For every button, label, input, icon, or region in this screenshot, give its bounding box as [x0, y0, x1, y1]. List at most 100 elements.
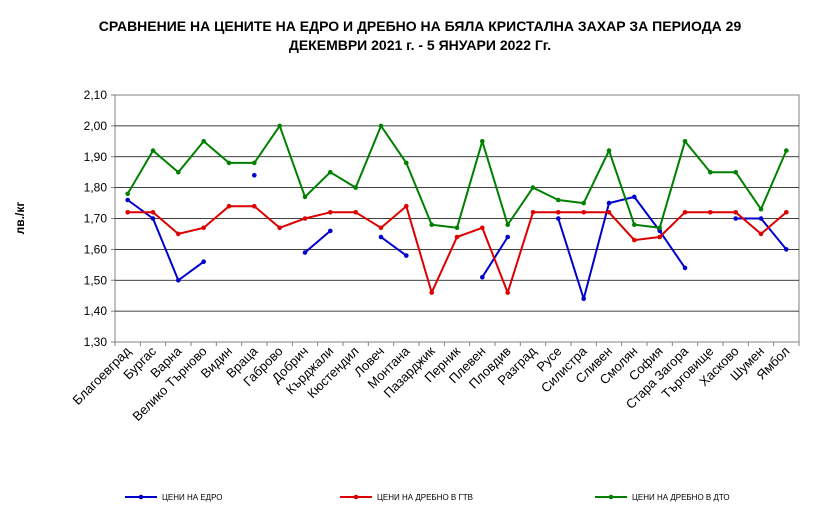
data-point — [125, 210, 130, 215]
data-point — [404, 253, 409, 258]
series-3 — [125, 123, 789, 231]
series-2 — [125, 203, 789, 295]
data-point — [758, 216, 764, 221]
y-tick-label: 1,30 — [84, 335, 108, 349]
data-point — [682, 139, 688, 144]
legend-marker — [353, 494, 359, 500]
data-point — [125, 197, 130, 203]
data-point — [302, 250, 308, 255]
data-point — [176, 231, 181, 237]
legend: ЦЕНИ НА ЕДРО ЦЕНИ НА ДРЕБНО В ГТВ ЦЕНИ НА … — [125, 493, 730, 502]
data-point — [784, 247, 789, 252]
data-point — [581, 210, 586, 215]
data-point — [404, 203, 409, 209]
series-line — [380, 236, 407, 257]
data-point — [429, 290, 435, 295]
legend-label: ЦЕНИ НА ДРЕБНО В ГТВ — [377, 493, 473, 502]
series-lines — [125, 123, 789, 302]
data-point — [505, 290, 511, 295]
data-point — [302, 194, 308, 200]
chart-title-line-1: СРАВНЕНИЕ НА ЦЕНИТЕ НА ЕДРО И ДРЕБНО НА … — [98, 18, 742, 34]
data-point — [632, 194, 637, 200]
data-point — [302, 216, 308, 221]
data-point — [226, 203, 232, 209]
data-point — [606, 148, 612, 153]
legend-marker — [608, 494, 614, 500]
data-point — [176, 278, 181, 283]
data-point — [784, 148, 789, 153]
data-point — [150, 148, 156, 153]
series-line — [127, 199, 205, 282]
data-point — [632, 222, 637, 227]
data-point — [454, 225, 460, 231]
data-point — [378, 123, 384, 129]
data-point — [581, 296, 586, 302]
data-point — [125, 191, 130, 197]
data-point — [530, 185, 536, 190]
data-point — [733, 210, 738, 215]
y-tick-label: 1,90 — [84, 150, 108, 164]
data-point — [657, 225, 662, 231]
data-point — [657, 234, 662, 240]
legend-label: ЦЕНИ НА ДРЕБНО В ДТО — [632, 493, 730, 502]
data-point — [758, 206, 764, 212]
y-axis-ticks: 1,30 1,40 1,50 1,60 1,70 1,80 1,90 2,00 2,10 — [84, 88, 115, 349]
data-point — [226, 160, 232, 166]
data-point — [201, 225, 206, 231]
data-point — [404, 160, 409, 166]
data-point — [252, 203, 257, 209]
data-point — [328, 169, 333, 175]
data-point — [201, 139, 206, 144]
y-tick-label: 1,40 — [84, 304, 108, 318]
chart-title: СРАВНЕНИЕ НА ЦЕНИТЕ НА ЕДРО И ДРЕБНО НА … — [60, 17, 780, 55]
data-point — [556, 197, 561, 203]
data-point — [556, 216, 561, 221]
data-point — [758, 231, 764, 237]
data-point — [632, 237, 637, 243]
data-point — [733, 169, 738, 175]
data-point — [480, 139, 485, 144]
data-point — [682, 210, 688, 215]
data-point — [480, 274, 485, 280]
y-axis-label: лв./кг — [13, 202, 27, 235]
legend-item: ЦЕНИ НА ДРЕБНО В ДТО — [595, 493, 730, 502]
legend-item: ЦЕНИ НА ДРЕБНО В ГТВ — [340, 493, 473, 502]
data-point — [454, 234, 460, 240]
data-point — [682, 265, 688, 271]
data-point — [606, 200, 612, 206]
data-point — [581, 200, 586, 206]
data-point — [150, 216, 156, 221]
series-line — [481, 236, 509, 278]
data-point — [556, 210, 561, 215]
data-point — [708, 210, 713, 215]
legend-marker — [138, 494, 144, 500]
data-point — [429, 222, 435, 227]
data-point — [353, 210, 359, 215]
data-point — [201, 259, 206, 265]
data-point — [708, 169, 713, 175]
y-tick-label: 2,10 — [84, 88, 108, 102]
gridlines — [115, 125, 799, 312]
data-point — [176, 169, 181, 175]
y-tick-label: 1,50 — [84, 273, 108, 287]
data-point — [252, 173, 257, 178]
data-point — [328, 228, 333, 234]
data-point — [277, 123, 283, 129]
data-point — [733, 216, 738, 221]
data-point — [606, 210, 612, 215]
y-tick-label: 1,60 — [84, 242, 108, 256]
data-point — [353, 185, 359, 190]
y-tick-label: 2,00 — [84, 119, 108, 133]
data-point — [505, 234, 511, 240]
data-point — [378, 234, 384, 240]
y-tick-label: 1,70 — [84, 212, 108, 226]
data-point — [378, 225, 384, 231]
chart-title-line-2: ДЕКЕМВРИ 2021 г. - 5 ЯНУАРИ 2022 Гг. — [288, 37, 552, 53]
y-tick-label: 1,80 — [84, 181, 108, 195]
data-point — [480, 225, 485, 231]
legend-item: ЦЕНИ НА ЕДРО — [125, 493, 222, 502]
data-point — [150, 210, 156, 215]
legend-label: ЦЕНИ НА ЕДРО — [162, 493, 222, 502]
